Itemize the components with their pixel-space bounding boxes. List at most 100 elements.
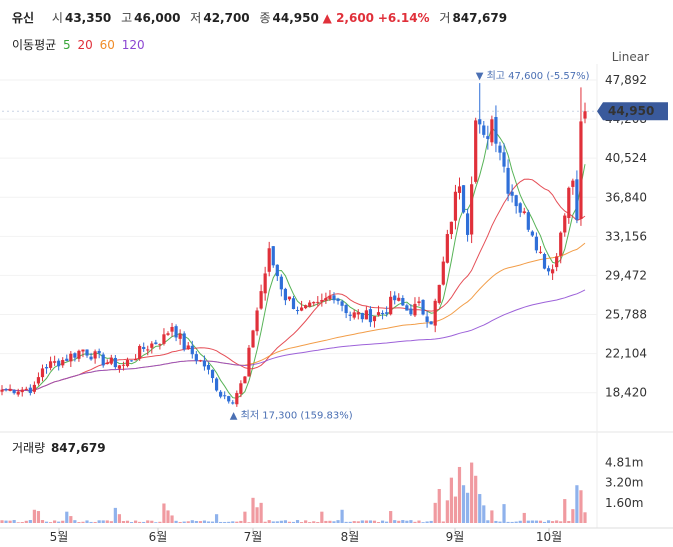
- candle-body: [24, 388, 28, 390]
- volume-bar: [526, 520, 530, 523]
- candle-body: [48, 361, 53, 368]
- volume-bar: [405, 520, 409, 523]
- volume-bar: [109, 521, 113, 523]
- volume-bar: [364, 520, 368, 523]
- max-price-annotation: ▼ 최고 47,600 (-5.57%): [476, 70, 590, 82]
- volume-label: 거: [439, 11, 451, 25]
- volume-bar: [498, 521, 502, 523]
- volume-bar: [534, 520, 539, 523]
- close-value: 44,950: [272, 11, 319, 25]
- candle-body: [465, 213, 470, 235]
- candle-body: [105, 362, 109, 365]
- candle-body: [134, 358, 138, 361]
- volume-bar: [376, 522, 381, 523]
- candle-body: [287, 296, 292, 300]
- candle-body: [449, 221, 453, 235]
- chart-grid: [0, 64, 673, 529]
- volume-bar: [429, 520, 433, 523]
- candle-body: [546, 268, 551, 272]
- volume-bar: [397, 520, 401, 523]
- stock-header: 유신 시 43,350 고 46,000 저 42,700 종 44,950 ▲ 2,6…: [12, 9, 507, 26]
- candle-body: [0, 389, 4, 392]
- volume-bar: [308, 522, 312, 523]
- candle-body: [275, 264, 279, 277]
- volume-panel-label: 거래량: [12, 441, 46, 455]
- volume-bar: [4, 520, 8, 523]
- price-tick-label: 25,788: [605, 308, 647, 322]
- time-tick-label: 5월: [50, 530, 69, 544]
- candle-body: [251, 330, 255, 348]
- candle-body: [405, 305, 409, 311]
- candle-body: [69, 353, 73, 362]
- volume-bar: [36, 511, 41, 523]
- change-percent: +6.14%: [377, 11, 430, 25]
- candle-body: [364, 310, 368, 320]
- volume-bar: [158, 521, 162, 523]
- volume-bar: [125, 520, 130, 523]
- low-value: 42,700: [203, 11, 250, 25]
- candle-body: [409, 308, 413, 315]
- ma-60-label: 60: [99, 38, 115, 52]
- volume-bar: [194, 520, 198, 523]
- moving-average-legend[interactable]: 이동평균 5 20 60 120: [12, 36, 148, 53]
- volume-bar: [295, 520, 300, 523]
- candle-body: [518, 203, 522, 213]
- volume-bar: [263, 521, 267, 523]
- time-tick-label: 10월: [536, 530, 562, 544]
- volume-bar: [514, 521, 518, 523]
- candle-body: [490, 119, 494, 143]
- time-tick-label: 7월: [244, 530, 263, 544]
- candle-body: [36, 377, 41, 384]
- volume-bar: [567, 520, 571, 523]
- candle-body: [109, 357, 113, 364]
- time-tick-label: 9월: [446, 530, 465, 544]
- candle-body: [121, 364, 126, 366]
- volume-bar: [401, 520, 405, 523]
- candle-body: [510, 191, 514, 196]
- volume-bar: [542, 521, 547, 523]
- candle-body: [474, 120, 478, 182]
- candle-body: [575, 179, 579, 220]
- candle-body: [53, 361, 57, 363]
- candle-body: [291, 298, 296, 310]
- candle-body: [413, 303, 417, 316]
- scale-mode-toggle[interactable]: Linear: [611, 50, 649, 64]
- volume-tick-label: 3.20m: [605, 476, 643, 490]
- candle-body: [433, 300, 437, 326]
- candle-body: [328, 295, 332, 300]
- volume-bar: [113, 507, 117, 523]
- candle-body: [81, 349, 85, 352]
- volume-bar: [20, 522, 24, 523]
- volume-bar: [251, 497, 255, 523]
- volume-bar: [522, 512, 526, 523]
- volume-bar: [478, 494, 482, 523]
- volume-bar: [506, 521, 510, 523]
- candle-body: [267, 248, 271, 272]
- candle-body: [551, 269, 555, 274]
- volume-bar: [255, 507, 259, 523]
- volume-bar: [583, 512, 587, 523]
- candle-body: [530, 231, 534, 236]
- volume-bar: [134, 520, 138, 523]
- volume-bar: [579, 490, 583, 523]
- volume-bar: [518, 520, 522, 523]
- volume-bar: [575, 485, 579, 523]
- candle-body: [65, 358, 69, 361]
- candle-body: [482, 125, 486, 135]
- candle-body: [243, 376, 247, 384]
- candle-body: [202, 360, 207, 367]
- volume-bar: [174, 520, 178, 523]
- volume-panel-title: 거래량 847,679: [12, 439, 106, 456]
- candle-body: [494, 116, 498, 144]
- price-tick-label: 40,524: [605, 151, 647, 165]
- candle-body: [368, 309, 373, 323]
- volume-bar: [482, 505, 486, 523]
- volume-bar: [202, 520, 207, 523]
- volume-tick-label: 1.60m: [605, 496, 643, 510]
- volume-bar: [425, 521, 429, 523]
- candle-body: [559, 232, 563, 256]
- candle-body: [271, 246, 275, 266]
- candle-body: [101, 354, 105, 366]
- candle-body: [299, 307, 304, 311]
